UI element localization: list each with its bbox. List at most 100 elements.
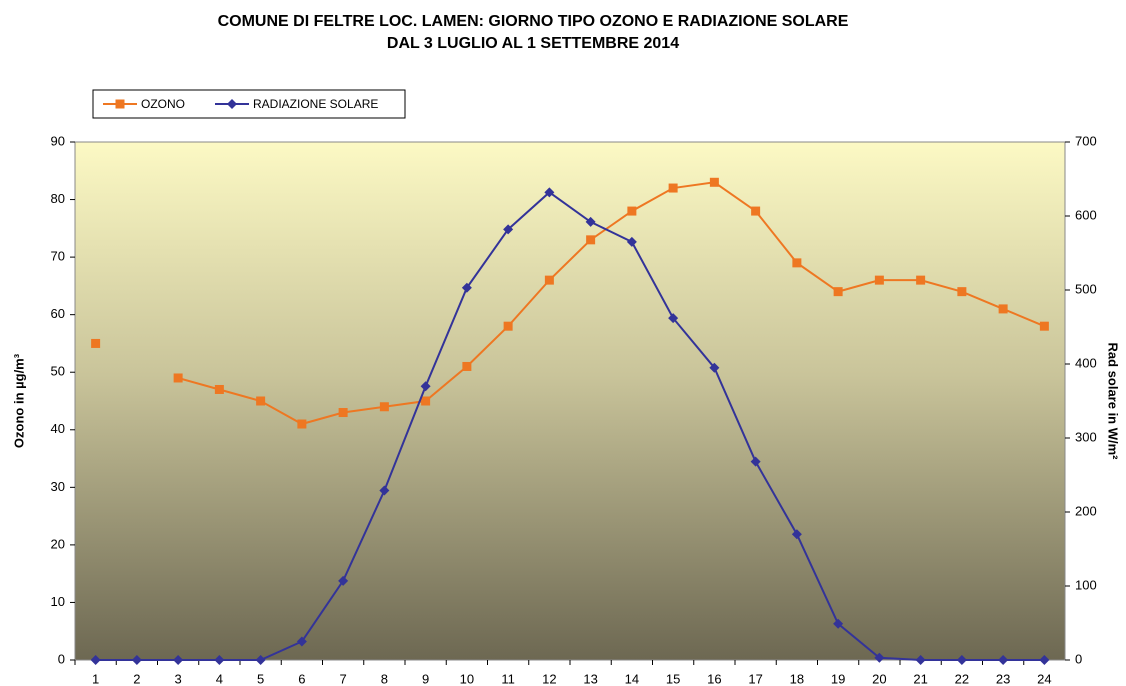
x-tick-label: 11 bbox=[501, 671, 515, 686]
x-tick-label: 4 bbox=[216, 671, 223, 686]
data-point bbox=[956, 655, 967, 665]
x-tick-label: 15 bbox=[666, 671, 680, 686]
x-tick-label: 17 bbox=[748, 671, 762, 686]
data-point bbox=[626, 236, 637, 247]
y2-tick-label: 700 bbox=[1075, 133, 1097, 148]
data-point bbox=[1039, 321, 1049, 331]
plot-area bbox=[74, 141, 1066, 661]
data-point bbox=[668, 313, 679, 324]
legend-label: RADIAZIONE SOLARE bbox=[253, 97, 378, 111]
data-point bbox=[915, 655, 926, 665]
legend-marker bbox=[227, 99, 237, 109]
x-tick-label: 3 bbox=[175, 671, 182, 686]
data-point bbox=[462, 361, 472, 371]
series-line bbox=[177, 181, 1045, 426]
data-point bbox=[503, 224, 514, 235]
data-point bbox=[585, 216, 596, 227]
data-point bbox=[544, 275, 554, 285]
x-tick-label: 22 bbox=[955, 671, 969, 686]
data-point bbox=[833, 618, 844, 629]
x-tick-label: 7 bbox=[340, 671, 347, 686]
x-tick-label: 21 bbox=[913, 671, 927, 686]
y-tick-label: 10 bbox=[51, 594, 65, 609]
data-point bbox=[998, 304, 1008, 314]
data-point bbox=[296, 636, 307, 647]
x-tick-label: 6 bbox=[298, 671, 305, 686]
data-point bbox=[957, 287, 967, 297]
y-tick-label: 0 bbox=[58, 651, 65, 666]
data-point bbox=[916, 275, 926, 285]
x-tick-label: 9 bbox=[422, 671, 429, 686]
data-point bbox=[503, 321, 513, 331]
x-tick-label: 12 bbox=[542, 671, 556, 686]
y-tick-label: 70 bbox=[51, 249, 65, 264]
y-tick-label: 20 bbox=[51, 536, 65, 551]
y2-tick-label: 300 bbox=[1075, 429, 1097, 444]
data-point bbox=[255, 655, 266, 665]
y2-tick-label: 200 bbox=[1075, 503, 1097, 518]
data-point bbox=[586, 235, 596, 245]
y2-tick-label: 400 bbox=[1075, 355, 1097, 370]
data-point bbox=[297, 419, 307, 429]
data-point bbox=[751, 206, 761, 216]
data-point bbox=[420, 381, 431, 392]
y-tick-label: 40 bbox=[51, 421, 65, 436]
y-tick-label: 50 bbox=[51, 364, 65, 379]
data-point bbox=[833, 287, 843, 297]
x-tick-label: 16 bbox=[707, 671, 721, 686]
data-point bbox=[91, 338, 101, 348]
data-point bbox=[627, 206, 637, 216]
data-point bbox=[173, 373, 183, 383]
data-point bbox=[173, 655, 184, 665]
data-point bbox=[131, 655, 142, 665]
data-point bbox=[998, 655, 1009, 665]
x-tick-label: 5 bbox=[257, 671, 264, 686]
data-point bbox=[709, 362, 720, 373]
x-tick-label: 24 bbox=[1037, 671, 1051, 686]
data-point bbox=[874, 275, 884, 285]
legend-label: OZONO bbox=[141, 97, 185, 111]
data-point bbox=[214, 655, 225, 665]
data-point bbox=[90, 655, 101, 665]
data-point bbox=[750, 456, 761, 467]
legend-marker bbox=[115, 99, 125, 109]
series-line bbox=[95, 191, 1045, 661]
y2-tick-label: 0 bbox=[1075, 651, 1082, 666]
x-tick-label: 2 bbox=[133, 671, 140, 686]
data-point bbox=[461, 282, 472, 293]
y-axis-title: Ozono in µg/m³ bbox=[11, 353, 26, 448]
data-point bbox=[379, 485, 390, 496]
y-tick-label: 80 bbox=[51, 191, 65, 206]
data-point bbox=[338, 408, 348, 418]
data-point bbox=[256, 396, 266, 406]
data-point bbox=[874, 652, 885, 663]
x-tick-label: 1 bbox=[92, 671, 99, 686]
data-point bbox=[544, 187, 555, 198]
x-tick-label: 19 bbox=[831, 671, 845, 686]
data-point bbox=[709, 177, 719, 187]
x-tick-label: 20 bbox=[872, 671, 886, 686]
chart-title: COMUNE DI FELTRE LOC. LAMEN: GIORNO TIPO… bbox=[218, 13, 849, 30]
y2-tick-label: 100 bbox=[1075, 577, 1097, 592]
data-point bbox=[1039, 655, 1050, 665]
x-tick-label: 10 bbox=[460, 671, 474, 686]
y-tick-label: 60 bbox=[51, 306, 65, 321]
data-point bbox=[792, 258, 802, 268]
x-tick-label: 8 bbox=[381, 671, 388, 686]
y-tick-label: 30 bbox=[51, 479, 65, 494]
data-point bbox=[338, 575, 349, 586]
y2-tick-label: 600 bbox=[1075, 207, 1097, 222]
data-point bbox=[791, 529, 802, 540]
x-tick-label: 13 bbox=[583, 671, 597, 686]
chart-subtitle: DAL 3 LUGLIO AL 1 SETTEMBRE 2014 bbox=[387, 35, 679, 52]
data-point bbox=[214, 384, 224, 394]
y2-axis-title: Rad solare in W/m² bbox=[1106, 342, 1121, 460]
y2-tick-label: 500 bbox=[1075, 281, 1097, 296]
y-tick-label: 90 bbox=[51, 133, 65, 148]
data-point bbox=[379, 402, 389, 412]
data-point bbox=[668, 183, 678, 193]
data-point bbox=[421, 396, 431, 406]
x-tick-label: 14 bbox=[625, 671, 639, 686]
x-tick-label: 23 bbox=[996, 671, 1010, 686]
x-tick-label: 18 bbox=[790, 671, 804, 686]
